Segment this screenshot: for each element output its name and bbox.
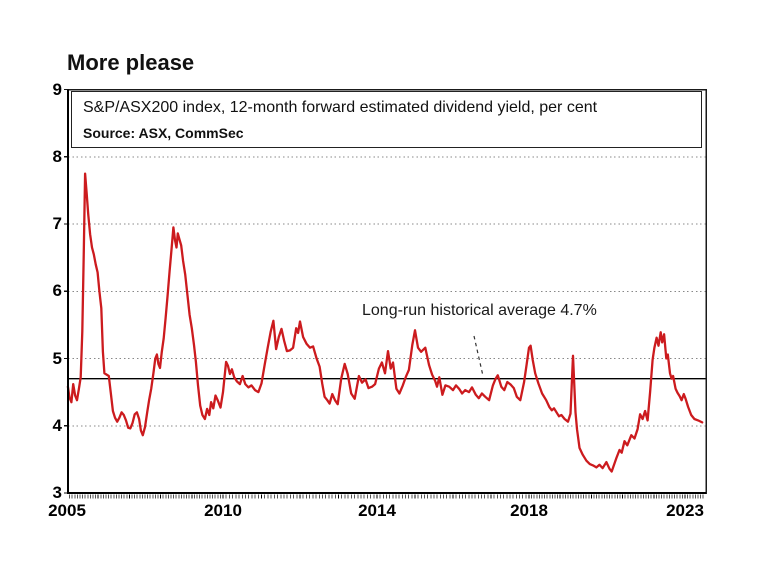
chart-subtitle: S&P/ASX200 index, 12-month forward estim… — [83, 99, 598, 116]
y-axis-label: 8 — [52, 146, 62, 166]
y-axis-label: 4 — [52, 415, 62, 435]
y-axis-label: 9 — [52, 79, 62, 99]
x-axis-label: 2018 — [510, 501, 548, 520]
x-axis-label: 2005 — [48, 501, 86, 520]
subtitle-box: S&P/ASX200 index, 12-month forward estim… — [71, 91, 702, 148]
y-axis-label: 3 — [52, 483, 62, 502]
y-axis-label: 5 — [52, 348, 62, 368]
x-axis-label: 2010 — [204, 501, 242, 520]
x-axis-label: 2023 — [666, 501, 704, 520]
y-axis-label: 7 — [52, 214, 62, 233]
average-annotation: Long-run historical average 4.7% — [362, 302, 597, 319]
x-axis-label: 2014 — [358, 501, 396, 520]
chart-source: Source: ASX, CommSec — [83, 125, 244, 141]
leader-line — [473, 335, 484, 377]
dividend-yield-line — [66, 172, 704, 473]
y-axis-label: 6 — [52, 281, 62, 301]
page-title: More please — [67, 50, 195, 75]
